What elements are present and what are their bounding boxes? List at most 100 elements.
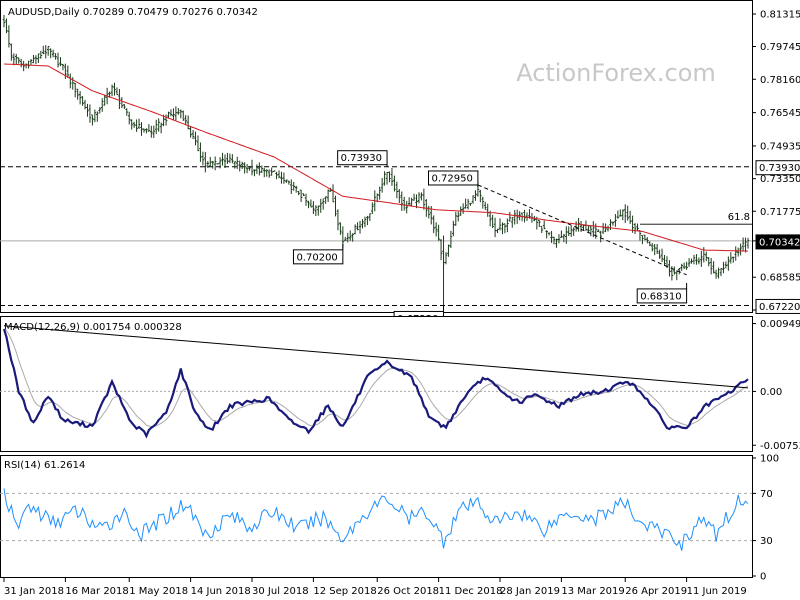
rsi-axis-label: 70: [760, 489, 773, 500]
price-bar: [339, 222, 342, 235]
price-bar: [29, 58, 33, 65]
price-bar: [498, 218, 502, 231]
time-axis-label: 11 Jun 2019: [687, 586, 747, 597]
price-bar: [287, 180, 291, 185]
price-bar: [5, 18, 8, 34]
price-bar: [280, 171, 283, 184]
price-bar: [86, 103, 89, 117]
rsi-panel-title: RSI(14) 61.2614: [4, 460, 85, 471]
price-bar: [226, 152, 229, 164]
price-bar: [302, 193, 305, 197]
price-bar: [611, 221, 615, 226]
price-bar: [579, 220, 583, 233]
price-bar: [221, 152, 224, 166]
axis-level-0.73930: 0.73930: [759, 163, 800, 174]
price-bar: [61, 63, 65, 71]
price-axis-label: 0.81315: [760, 10, 800, 21]
price-bar: [385, 171, 389, 185]
price-bar: [547, 232, 551, 236]
price-bar: [167, 111, 170, 119]
price-bar: [437, 224, 440, 241]
annotation-0.70200-box: [292, 249, 344, 265]
time-axis-label: 26 Oct 2018: [377, 586, 439, 597]
price-bar: [707, 257, 711, 267]
price-bar: [346, 232, 350, 243]
time-axis-label: 16 Mar 2018: [65, 586, 128, 597]
price-bar: [265, 169, 269, 177]
price-bar: [643, 234, 647, 241]
price-bar: [552, 236, 556, 245]
price-bar: [235, 156, 239, 169]
price-bar: [307, 200, 310, 209]
price-bar: [208, 156, 212, 167]
rsi-panel: RSI(14) 61.2614 100 70 30 0: [0, 454, 779, 583]
price-bar: [491, 214, 494, 229]
time-axis-label: 14 Jun 2018: [191, 586, 251, 597]
price-bar: [493, 217, 497, 238]
macd-axis-label: -0.007538: [760, 441, 800, 452]
macd-axis-label: 0.009496: [760, 319, 800, 330]
price-bar: [383, 171, 386, 186]
price-bar: [496, 228, 499, 234]
price-bar: [668, 260, 671, 277]
price-bar: [601, 223, 605, 234]
price-bar: [560, 230, 563, 238]
price-bar: [481, 196, 485, 209]
price-bar: [115, 87, 119, 96]
price-bar: [314, 205, 318, 217]
price-bar: [233, 161, 237, 169]
price-bar: [727, 256, 730, 271]
price-bar: [712, 261, 715, 274]
price-bar: [2, 14, 6, 28]
price-bar: [96, 111, 99, 122]
price-bar: [368, 213, 372, 222]
price-bar: [297, 190, 300, 196]
price-bar: [270, 167, 273, 176]
price-bar: [729, 252, 733, 264]
price-bar: [449, 230, 453, 249]
price-bar: [562, 233, 566, 243]
price-bar: [567, 226, 571, 237]
price-bar: [410, 197, 413, 206]
price-bar: [334, 195, 337, 217]
price-bar: [7, 25, 11, 48]
price-bar: [292, 181, 296, 191]
price-bar: [245, 164, 249, 174]
price-bar: [564, 226, 568, 244]
price-bar: [49, 48, 52, 59]
price-bar: [348, 230, 352, 241]
price-bar: [326, 189, 330, 203]
price-bar: [731, 256, 735, 263]
price-bar: [336, 209, 340, 231]
price-bar: [523, 209, 526, 223]
price-bar: [299, 189, 303, 202]
price-bar: [319, 198, 323, 213]
price-bar: [228, 153, 232, 164]
price-bar: [98, 107, 102, 114]
price-bar: [537, 219, 541, 227]
price-bar: [366, 215, 369, 226]
rsi-axis-label: 30: [760, 536, 773, 547]
price-bar: [405, 200, 408, 214]
price-bar: [199, 142, 202, 162]
price-bar: [488, 210, 492, 227]
price-bar: [395, 181, 399, 199]
price-bar: [503, 223, 507, 234]
price-bar: [741, 237, 745, 252]
price-bar: [285, 179, 288, 183]
price-bar: [628, 210, 632, 224]
price-bar: [444, 252, 448, 265]
price-panel-title: AUDUSD,Daily 0.70289 0.70479 0.70276 0.7…: [8, 7, 258, 18]
price-bar: [189, 125, 192, 138]
price-bar: [248, 165, 251, 171]
price-bar: [508, 211, 512, 222]
price-bar: [93, 109, 97, 123]
price-bar: [739, 243, 742, 256]
price-bar: [614, 214, 617, 227]
price-bar: [633, 223, 637, 234]
price-bar: [663, 255, 666, 266]
price-bar: [44, 45, 48, 59]
price-bar: [358, 220, 362, 234]
price-panel: AUDUSD,Daily 0.70289 0.70479 0.70276 0.7…: [0, 0, 800, 326]
price-bar: [363, 216, 367, 228]
